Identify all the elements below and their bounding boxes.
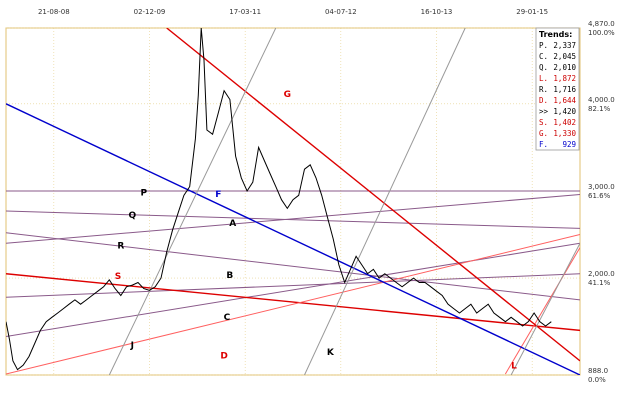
trend-label-g: G xyxy=(284,90,291,100)
trend-label-p: P xyxy=(140,188,147,198)
trend-label-l: L xyxy=(511,362,517,372)
trendline-b xyxy=(6,273,580,298)
trendline-layer xyxy=(6,28,580,375)
trendline-j xyxy=(108,28,277,375)
legend-item-label: R. xyxy=(539,85,548,94)
y-pct-label: 61.6% xyxy=(588,192,611,200)
trend-label-d: D xyxy=(220,351,227,361)
trendline-a xyxy=(6,193,580,244)
trendline-q xyxy=(6,210,580,229)
legend-item-value: 1,644 xyxy=(553,96,576,105)
trend-label-b: B xyxy=(226,271,233,281)
legend: Trends: P. 2,337 C. 2,045 Q. 2,010 L. 1,872 R. 1,7… xyxy=(535,27,580,151)
legend-item-label: G. xyxy=(539,129,548,138)
y-pct-label: 0.0% xyxy=(588,376,606,384)
legend-item-value: 929 xyxy=(562,140,576,149)
legend-item-label: >> xyxy=(539,107,549,116)
trendline xyxy=(510,243,580,375)
y-pct-label: 100.0% xyxy=(588,29,615,37)
x-tick-label: 16-10-13 xyxy=(421,8,453,16)
price-series-line xyxy=(6,28,552,371)
y-pct-label: 41.1% xyxy=(588,279,611,287)
legend-item-value: 1,420 xyxy=(553,107,576,116)
trend-label-j: J xyxy=(130,341,134,351)
x-tick-label: 21-08-08 xyxy=(38,8,70,16)
legend-item-value: 2,045 xyxy=(553,52,576,61)
trendline-d xyxy=(6,234,580,375)
x-tick-label: 04-07-12 xyxy=(325,8,357,16)
x-tick-label: 29-01-15 xyxy=(516,8,548,16)
legend-item-value: 1,402 xyxy=(553,118,576,127)
grid-layer xyxy=(6,27,580,376)
trend-label-f: F xyxy=(215,190,221,200)
y-tick-label: 4,000.0 xyxy=(588,96,615,104)
trendline-s xyxy=(6,273,580,332)
legend-item-label: Q. xyxy=(539,63,548,72)
legend-item-value: 2,010 xyxy=(553,63,576,72)
trendline-r xyxy=(6,232,580,301)
trend-label-q: Q xyxy=(128,211,136,221)
legend-box xyxy=(535,27,580,151)
legend-item-value: 2,337 xyxy=(553,41,576,50)
legend-item-label: C. xyxy=(539,52,548,61)
legend-item-value: 1,872 xyxy=(553,74,576,83)
trend-label-s: S xyxy=(115,272,121,282)
legend-item-value: 1,716 xyxy=(553,85,576,94)
trendline-g xyxy=(166,28,580,362)
legend-item-label: P. xyxy=(539,41,548,50)
trendline-c xyxy=(6,242,580,337)
legend-item-value: 1,330 xyxy=(553,129,576,138)
trend-label-r: R xyxy=(117,241,124,251)
trend-label-layer: P Q R S F A B C G J D K L xyxy=(115,90,517,372)
y-tick-label: 2,000.0 xyxy=(588,270,615,278)
x-tick-label: 17-03-11 xyxy=(229,8,261,16)
price-series-layer xyxy=(6,28,552,371)
trendline-k xyxy=(304,28,466,375)
trend-label-a: A xyxy=(229,219,236,229)
y-tick-label: 888.0 xyxy=(588,367,608,375)
trend-label-k: K xyxy=(327,348,335,358)
legend-item-label: S. xyxy=(539,118,548,127)
date-label-layer: 21-08-08 02-12-09 17-03-11 04-07-12 16-10-13… xyxy=(38,8,548,16)
trendline-f xyxy=(6,103,580,375)
legend-item-label: D. xyxy=(539,96,548,105)
plot-background xyxy=(5,27,581,376)
y-pct-label: 82.1% xyxy=(588,105,611,113)
y-tick-label: 4,870.0 xyxy=(588,20,615,28)
x-tick-label: 02-12-09 xyxy=(134,8,166,16)
legend-title: Trends: xyxy=(539,30,572,39)
legend-item-label: F. xyxy=(539,140,548,149)
trend-label-c: C xyxy=(224,313,231,323)
y-tick-label: 3,000.0 xyxy=(588,183,615,191)
legend-item-label: L. xyxy=(539,74,548,83)
trendline-l xyxy=(504,247,580,375)
